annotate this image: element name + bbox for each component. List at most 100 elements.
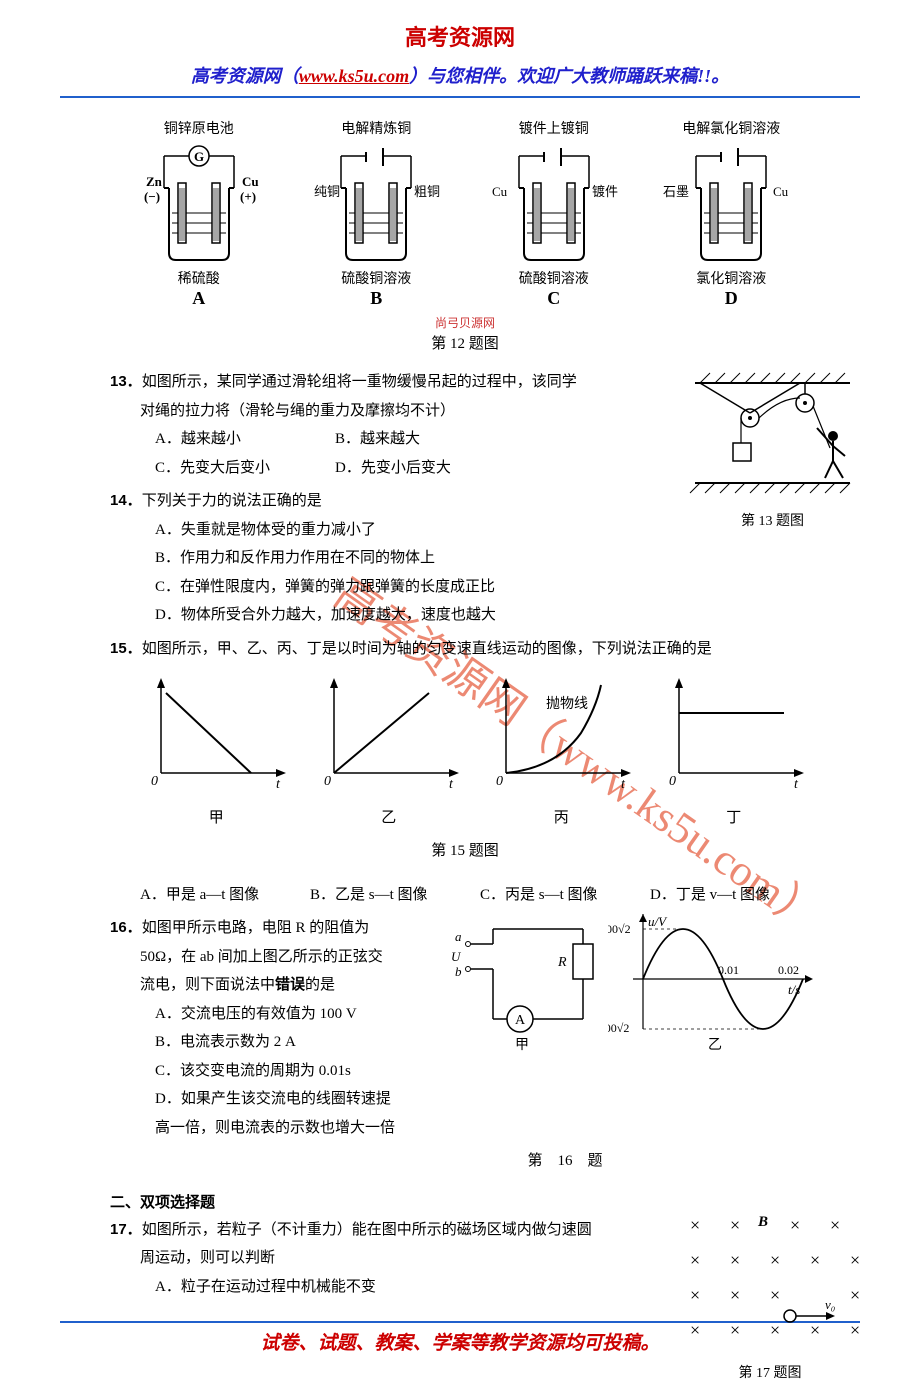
q15-graphs: 0 t 甲 0 t 乙 (130, 673, 820, 832)
q16: 16．如图甲所示电路，电阻 R 的阻值为 50Ω，在 ab 间加上图乙所示的正弦… (110, 914, 820, 1176)
svg-text:0: 0 (324, 774, 331, 789)
q13-num: 13． (110, 373, 142, 390)
header-url-link[interactable]: www.ks5u.com (299, 66, 409, 86)
q16-text: 16．如图甲所示电路，电阻 R 的阻值为 50Ω，在 ab 间加上图乙所示的正弦… (110, 914, 410, 1142)
svg-text:×: × (730, 1320, 740, 1340)
svg-text:v₀: v₀ (825, 1297, 835, 1312)
svg-text:t: t (621, 777, 626, 792)
cell-letter: C (547, 288, 560, 309)
svg-text:×: × (730, 1215, 740, 1235)
q16-optC: C．该交变电流的周期为 0.01s (155, 1057, 410, 1086)
svg-text:×: × (810, 1250, 820, 1270)
q16-optB: B．电流表示数为 2 A (155, 1028, 410, 1057)
svg-text:Cu: Cu (242, 174, 259, 189)
graph-jia: 0 t 甲 (136, 673, 296, 832)
q13: 第 13 题图 13．如图所示，某同学通过滑轮组将一重物缓慢吊起的过程中，该同学… (110, 368, 820, 482)
q14: 14．下列关于力的说法正确的是 A．失重就是物体受的重力减小了 B．作用力和反作… (110, 487, 820, 630)
q15-caption: 第 15 题图 (110, 837, 820, 866)
q17-num: 17． (110, 1221, 142, 1238)
cell-letter: A (192, 288, 205, 309)
svg-text:u/V: u/V (648, 914, 668, 929)
svg-text:Zn: Zn (146, 174, 163, 189)
svg-text:Cu: Cu (492, 184, 508, 199)
cell-title: 铜锌原电池 (164, 118, 234, 138)
header-title: 高考资源网 (0, 0, 920, 62)
svg-text:0: 0 (496, 774, 503, 789)
svg-text:抛物线: 抛物线 (546, 696, 588, 712)
circuit-jia: a b U R A (433, 914, 603, 1142)
q12-cell-C: 镀件上镀铜 Cu 镀件 硫酸铜溶液 (469, 118, 639, 309)
svg-text:G: G (194, 149, 204, 164)
graph-yi: 0 t 乙 (309, 673, 469, 832)
q15-num: 15． (110, 640, 142, 657)
q12-caption-text: 第 12 题图 (431, 336, 499, 352)
svg-text:×: × (690, 1215, 700, 1235)
svg-text:乙: 乙 (708, 1037, 722, 1053)
header-subtitle: 高考资源网（www.ks5u.com）与您相伴。欢迎广大教师踊跃来稿!!。 (60, 62, 860, 98)
q16-optD: D．如果产生该交流电的线圈转速提 (155, 1085, 410, 1114)
svg-text:R: R (557, 955, 567, 970)
q17: ×××× ××××× ×××× ××××× B v₀ 第 17 题图 17．如图… (110, 1216, 820, 1302)
cell-letter: D (725, 288, 738, 309)
svg-text:100√2: 100√2 (608, 922, 631, 936)
q16-num: 16． (110, 919, 142, 936)
q14-stem: 下列关于力的说法正确的是 (142, 493, 322, 509)
svg-text:A: A (514, 1013, 525, 1028)
svg-text:×: × (850, 1250, 860, 1270)
svg-text:0.02: 0.02 (778, 963, 799, 977)
q12-caption: 尚弓贝源网 第 12 题图 (110, 314, 820, 353)
graph-label: 乙 (309, 804, 469, 833)
cell-title: 电解精炼铜 (341, 118, 411, 138)
svg-text:Cu: Cu (773, 184, 789, 199)
svg-text:×: × (770, 1250, 780, 1270)
q15-optC: C．丙是 s—t 图像 (480, 881, 650, 910)
svg-text:t: t (276, 777, 281, 792)
q16-stem3: 流电，则下面说法中 (140, 977, 275, 993)
q14-optA: A．失重就是物体受的重力减小了 (155, 516, 820, 545)
svg-text:B: B (757, 1214, 768, 1230)
q16-stem2: 50Ω，在 ab 间加上图乙所示的正弦交 (140, 949, 383, 965)
q15-optA: A．甲是 a—t 图像 (140, 881, 310, 910)
svg-text:t: t (449, 777, 454, 792)
svg-text:×: × (850, 1320, 860, 1340)
q17-fig-caption: 第 17 题图 (670, 1361, 870, 1388)
svg-text:×: × (830, 1215, 840, 1235)
q16-caption: 第 16 题 (110, 1147, 820, 1176)
cell-title: 电解氯化铜溶液 (682, 118, 780, 138)
q14-optC: C．在弹性限度内，弹簧的弹力跟弹簧的长度成正比 (155, 573, 820, 602)
q14-num: 14． (110, 492, 142, 509)
cell-letter: B (370, 288, 382, 309)
cell-solution: 硫酸铜溶液 (519, 268, 589, 288)
svg-text:U: U (451, 949, 462, 964)
q13-optC: C．先变大后变小 (155, 454, 335, 483)
svg-text:−100√2: −100√2 (608, 1021, 629, 1035)
cell-title: 镀件上镀铜 (519, 118, 589, 138)
section2-heading: 二、双项选择题 (110, 1191, 820, 1212)
svg-text:(−): (−) (144, 189, 160, 204)
q15: 15．如图所示，甲、乙、丙、丁是以时间为轴的匀变速直线运动的图像，下列说法正确的… (110, 635, 820, 910)
q12-cell-D: 电解氯化铜溶液 石墨 Cu 氯化铜溶液 (646, 118, 816, 309)
q14-optB: B．作用力和反作用力作用在不同的物体上 (155, 544, 820, 573)
q14-optD: D．物体所受合外力越大，加速度越大，速度也越大 (155, 601, 820, 630)
q17-stem1: 如图所示，若粒子（不计重力）能在图中所示的磁场区域内做匀速圆 (142, 1222, 592, 1238)
q12-cell-A: 铜锌原电池 G Zn Cu (−) (+) (114, 118, 284, 309)
svg-text:×: × (790, 1215, 800, 1235)
graph-bing: 抛物线 0 t 丙 (481, 673, 641, 832)
svg-text:粗铜: 粗铜 (414, 184, 440, 199)
q16-figure: a b U R A (410, 914, 820, 1142)
svg-text:×: × (730, 1250, 740, 1270)
graph-label: 甲 (136, 804, 296, 833)
graph-ding: 0 t 丁 (654, 673, 814, 832)
svg-text:×: × (770, 1320, 780, 1340)
q13-optD: D．先变小后变大 (335, 454, 515, 483)
svg-text:t: t (794, 777, 799, 792)
cell-solution: 稀硫酸 (178, 268, 220, 288)
svg-text:b: b (455, 964, 462, 979)
svg-text:0: 0 (151, 774, 158, 789)
svg-text:×: × (810, 1320, 820, 1340)
svg-text:0.01: 0.01 (718, 963, 739, 977)
svg-text:a: a (455, 929, 462, 944)
q16-optD2: 高一倍，则电流表的示数也增大一倍 (155, 1114, 410, 1143)
q12-figure-row: 铜锌原电池 G Zn Cu (−) (+) (110, 118, 820, 309)
header-prefix: 高考资源网（ (191, 66, 299, 86)
